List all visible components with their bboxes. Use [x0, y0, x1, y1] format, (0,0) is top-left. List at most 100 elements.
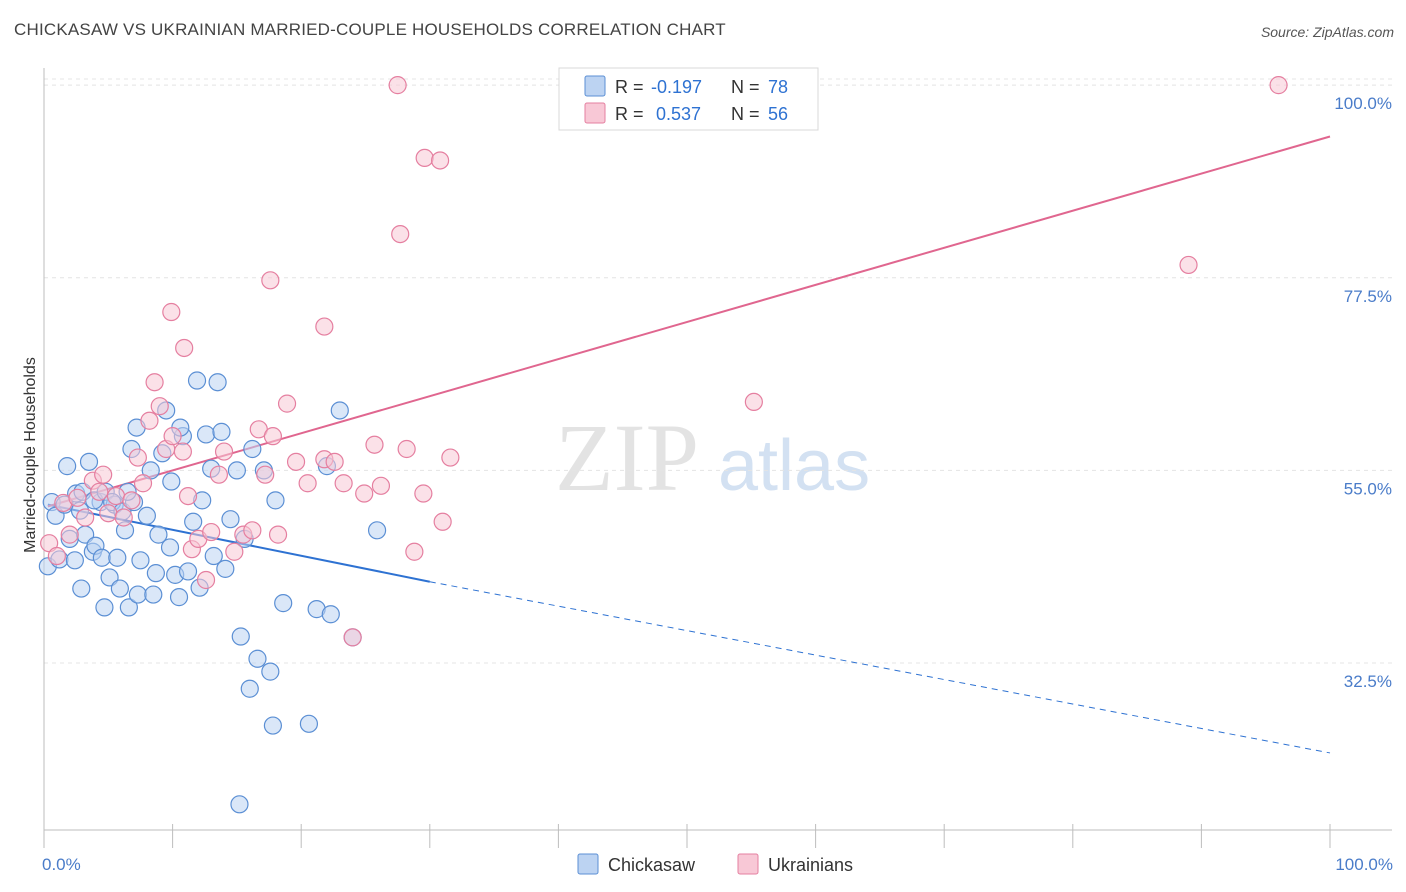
ukrainians-point — [365, 435, 384, 454]
chickasaw-point — [65, 551, 84, 570]
chickasaw-point — [243, 439, 262, 459]
chickasaw-point — [367, 521, 387, 540]
ukrainians-point — [388, 76, 407, 95]
chickasaw-point — [330, 401, 349, 420]
ukrainians-point — [433, 512, 452, 531]
chickasaw-point — [299, 714, 319, 733]
chickasaw-point — [321, 605, 340, 624]
chickasaw-point — [274, 594, 293, 613]
ukrainians-point — [133, 474, 153, 493]
tick-labels: 100.0% 77.5% 55.0% 32.5% 0.0% 100.0% — [42, 94, 1393, 874]
x-tick-label: 0.0% — [42, 855, 81, 874]
legend-r-label-2: R = — [615, 104, 644, 124]
y-tick-label: 77.5% — [1344, 287, 1392, 306]
ukrainians-point — [415, 148, 434, 167]
y-tick-label: 100.0% — [1334, 94, 1392, 113]
legend-r-label-1: R = — [615, 77, 644, 97]
ukrainians-point — [175, 338, 194, 358]
ukrainians-point — [298, 474, 317, 493]
ukrainians-point — [391, 224, 410, 244]
ukrainians-point — [94, 465, 113, 484]
chickasaw-point — [108, 548, 127, 567]
legend-swatch-chickasaw — [577, 853, 599, 875]
ukrainians-point — [225, 542, 244, 561]
ukrainians-point — [343, 628, 362, 647]
chickasaw-point — [149, 525, 168, 544]
legend-r-value-2: 0.537 — [656, 104, 701, 124]
ukrainians-point — [256, 465, 275, 484]
legend-swatch-ukrainians — [737, 853, 759, 875]
chickasaw-point — [100, 568, 119, 587]
ukrainians-point — [68, 488, 87, 507]
chickasaw-point — [221, 510, 240, 529]
ukrainians-point — [277, 394, 297, 413]
legend-n-value-2: 56 — [768, 104, 788, 124]
chickasaw-point — [204, 546, 223, 566]
ukrainians-point — [286, 452, 306, 471]
source-label: Source: ZipAtlas.com — [1260, 24, 1394, 40]
chickasaw-point — [187, 371, 207, 390]
legend-r-value-1: -0.197 — [651, 77, 702, 97]
chickasaw-point — [131, 551, 150, 570]
axes — [43, 68, 1392, 848]
ukrainians-point — [414, 484, 433, 503]
y-axis-label: Married-couple Households — [22, 357, 39, 553]
chickasaw-point — [92, 548, 111, 567]
ukrainians-point — [261, 271, 280, 290]
ukrainians-point — [744, 392, 763, 412]
ukrainians-point — [76, 508, 95, 527]
ukrainians-point — [371, 476, 391, 495]
ukrainians-point — [1179, 255, 1198, 275]
chickasaw-point — [146, 564, 165, 583]
data-points — [38, 76, 1288, 814]
chickasaw-point — [263, 716, 283, 735]
legend-label-ukrainians: Ukrainians — [768, 855, 853, 875]
ukrainians-point — [263, 427, 283, 446]
ukrainians-point — [325, 452, 344, 471]
legend-swatch-blue — [584, 75, 606, 97]
ukrainians-point — [196, 570, 216, 590]
chickasaw-point — [169, 588, 189, 607]
chickasaw-point — [212, 422, 231, 441]
chickasaw-point — [95, 598, 114, 617]
legend-label-chickasaw: Chickasaw — [608, 855, 696, 875]
chickasaw-point — [266, 491, 285, 510]
ukrainians-point — [140, 411, 159, 430]
chickasaw-point — [119, 598, 138, 617]
chickasaw-point — [231, 627, 250, 646]
ukrainians-point — [1269, 76, 1288, 95]
chickasaw-point — [128, 585, 147, 604]
legend-top: R = -0.197 N = 78 R = 0.537 N = 56 — [558, 67, 819, 131]
chickasaw-point — [110, 579, 129, 598]
watermark-zip: ZIP — [555, 404, 699, 511]
ukrainians-point — [162, 302, 181, 322]
chickasaw-point — [261, 662, 280, 681]
ukrainians-point — [214, 442, 234, 461]
chickasaw-point — [160, 538, 180, 557]
ukrainians-point — [202, 522, 221, 542]
chickasaw-point — [196, 425, 216, 444]
ukrainians-point — [90, 482, 109, 501]
chickasaw-point — [240, 679, 259, 698]
ukrainians-point — [334, 474, 353, 493]
ukrainians-point — [441, 448, 460, 467]
ukrainians-point — [397, 439, 416, 459]
y-tick-label: 55.0% — [1344, 479, 1392, 498]
ukrainians-point — [114, 508, 133, 527]
chickasaw-point — [184, 512, 203, 531]
legend-swatch-pink — [584, 102, 606, 124]
chickasaw-point — [178, 562, 198, 581]
watermark-atlas: atlas — [718, 426, 870, 506]
chickasaw-point — [137, 506, 156, 525]
legend-n-label-1: N = — [731, 77, 760, 97]
ukrainians-point — [99, 504, 118, 523]
ukrainians-point — [268, 525, 288, 544]
chickasaw-point — [248, 649, 267, 668]
chickasaw-trend-extension — [429, 581, 1331, 754]
ukrainians-point — [243, 521, 262, 540]
ukrainians-point — [178, 486, 198, 506]
ukrainians-point — [145, 373, 164, 392]
ukrainians-point — [355, 484, 374, 503]
ukrainians-point — [430, 151, 450, 170]
